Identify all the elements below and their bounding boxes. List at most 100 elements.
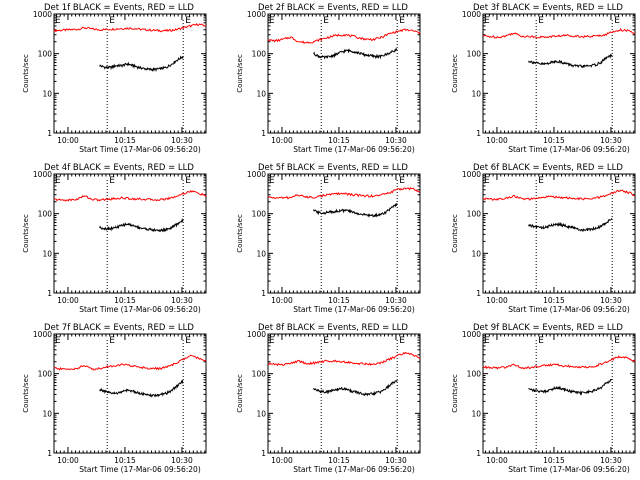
y-tick-label: 1000 xyxy=(462,330,481,339)
lld-series-line xyxy=(482,189,636,201)
event-marker-label: E xyxy=(399,336,405,346)
x-tick-label: 10:00 xyxy=(57,136,79,145)
y-axis-label: Counts/sec xyxy=(22,374,30,413)
event-marker-label: E xyxy=(614,336,620,346)
event-marker-label: E xyxy=(185,336,191,346)
x-tick-label: 10:30 xyxy=(171,456,193,465)
x-tick-label: 10:15 xyxy=(328,136,350,145)
y-tick-label: 100 xyxy=(38,50,53,59)
x-tick-label: 10:00 xyxy=(486,296,508,305)
x-tick-label: 10:15 xyxy=(328,456,350,465)
y-axis-label: Counts/sec xyxy=(451,374,459,413)
y-tick-label: 10 xyxy=(256,89,266,98)
event-marker-label: E xyxy=(484,16,490,26)
event-marker-label: E xyxy=(55,16,61,26)
event-marker-label: E xyxy=(269,176,275,186)
events-series-line xyxy=(313,379,398,397)
plot-frame xyxy=(53,333,207,454)
y-tick-label: 100 xyxy=(467,210,482,219)
chart-title: Det 8f BLACK = Events, RED = LLD xyxy=(258,323,408,333)
y-tick-label: 10 xyxy=(256,249,266,258)
event-marker-label: E xyxy=(614,16,620,26)
y-tick-label: 10 xyxy=(256,409,266,418)
x-tick-label: 10:30 xyxy=(385,296,407,305)
x-axis-label: Start Time (17-Mar-06 09:56:20) xyxy=(79,465,201,474)
event-marker-label: E xyxy=(109,336,115,346)
lld-series-line xyxy=(482,355,636,370)
x-tick-label: 10:30 xyxy=(385,456,407,465)
event-marker-label: E xyxy=(323,16,329,26)
events-series-line xyxy=(99,55,184,73)
x-tick-label: 10:30 xyxy=(171,296,193,305)
chart-panel-8: Det 8f BLACK = Events, RED = LLD 1 10 100 10… xyxy=(236,323,421,474)
event-marker-label: E xyxy=(323,336,329,346)
plot-frame xyxy=(53,13,207,134)
y-tick-label: 1000 xyxy=(33,170,52,179)
lld-series-line xyxy=(267,28,421,44)
event-marker-label: E xyxy=(185,16,191,26)
y-tick-label: 10 xyxy=(471,249,481,258)
plot-frame xyxy=(482,13,636,134)
x-axis-label: Start Time (17-Mar-06 09:56:20) xyxy=(508,305,630,314)
events-series-line xyxy=(99,379,184,398)
event-marker-label: E xyxy=(614,176,620,186)
y-tick-label: 100 xyxy=(467,370,482,379)
event-marker-label: E xyxy=(55,336,61,346)
x-tick-label: 10:15 xyxy=(114,296,136,305)
y-axis-label: Counts/sec xyxy=(236,214,244,253)
x-tick-label: 10:00 xyxy=(486,456,508,465)
chart-panel-6: Det 6f BLACK = Events, RED = LLD 1 10 100 10… xyxy=(451,163,636,314)
events-series-line xyxy=(99,217,184,233)
events-series-line xyxy=(528,378,613,396)
y-tick-label: 1 xyxy=(47,449,52,458)
event-marker-label: E xyxy=(109,16,115,26)
chart-title: Det 4f BLACK = Events, RED = LLD xyxy=(44,163,194,173)
y-tick-label: 1 xyxy=(261,449,266,458)
y-tick-label: 10 xyxy=(42,89,52,98)
y-tick-label: 10 xyxy=(42,409,52,418)
x-axis-label: Start Time (17-Mar-06 09:56:20) xyxy=(293,305,415,314)
y-tick-label: 10 xyxy=(471,89,481,98)
y-axis-label: Counts/sec xyxy=(22,214,30,253)
events-series-line xyxy=(313,202,398,218)
x-tick-label: 10:15 xyxy=(114,456,136,465)
y-tick-label: 1000 xyxy=(33,10,52,19)
x-axis-label: Start Time (17-Mar-06 09:56:20) xyxy=(79,145,201,154)
x-tick-label: 10:00 xyxy=(271,296,293,305)
lld-series-line xyxy=(482,27,636,39)
event-marker-label: E xyxy=(538,176,544,186)
y-tick-label: 100 xyxy=(38,370,53,379)
chart-panel-9: Det 9f BLACK = Events, RED = LLD 1 10 100 10… xyxy=(451,323,636,474)
event-marker-label: E xyxy=(323,176,329,186)
y-tick-label: 100 xyxy=(252,50,267,59)
lld-series-line xyxy=(267,351,421,367)
plot-frame xyxy=(267,173,421,294)
chart-title: Det 6f BLACK = Events, RED = LLD xyxy=(473,163,623,173)
y-tick-label: 100 xyxy=(252,370,267,379)
y-tick-label: 1 xyxy=(476,289,481,298)
event-marker-label: E xyxy=(399,176,405,186)
y-axis-label: Counts/sec xyxy=(236,374,244,413)
events-series-line xyxy=(528,218,613,233)
plot-frame xyxy=(482,333,636,454)
chart-title: Det 2f BLACK = Events, RED = LLD xyxy=(258,3,408,13)
y-axis-label: Counts/sec xyxy=(22,54,30,93)
chart-panel-5: Det 5f BLACK = Events, RED = LLD 1 10 100 10… xyxy=(236,163,421,314)
x-tick-label: 10:30 xyxy=(600,296,622,305)
y-tick-label: 10 xyxy=(471,409,481,418)
x-tick-label: 10:15 xyxy=(543,296,565,305)
y-tick-label: 1000 xyxy=(462,170,481,179)
x-tick-label: 10:30 xyxy=(385,136,407,145)
event-marker-label: E xyxy=(55,176,61,186)
y-tick-label: 100 xyxy=(467,50,482,59)
x-axis-label: Start Time (17-Mar-06 09:56:20) xyxy=(293,465,415,474)
event-marker-label: E xyxy=(538,336,544,346)
x-tick-label: 10:15 xyxy=(543,136,565,145)
x-tick-label: 10:00 xyxy=(271,456,293,465)
x-axis-label: Start Time (17-Mar-06 09:56:20) xyxy=(508,145,630,154)
event-marker-label: E xyxy=(538,16,544,26)
lld-series-line xyxy=(53,23,207,33)
y-axis-label: Counts/sec xyxy=(451,214,459,253)
x-axis-label: Start Time (17-Mar-06 09:56:20) xyxy=(79,305,201,314)
